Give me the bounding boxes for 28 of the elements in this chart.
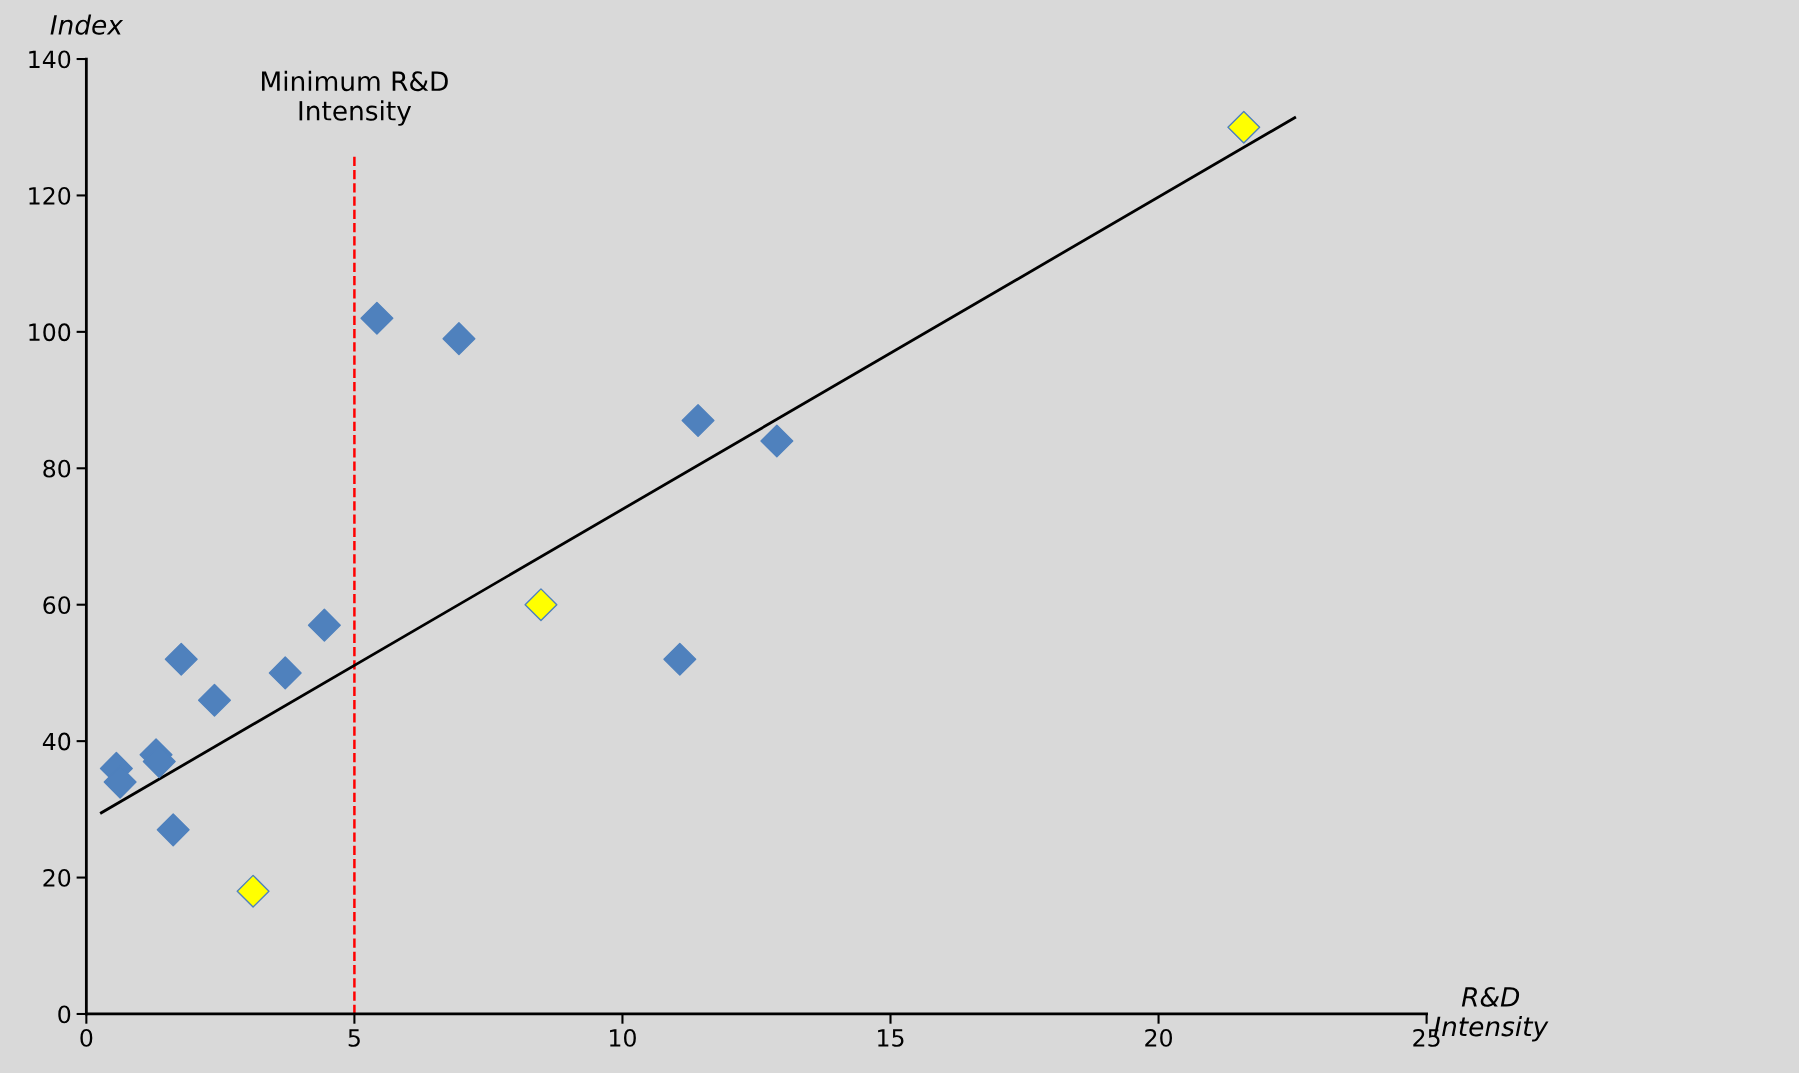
point (268, 656, 302, 690)
point (197, 683, 232, 717)
point (236, 874, 270, 908)
point (681, 404, 715, 438)
x-tick-label: 0 (80, 1028, 93, 1047)
ref-line-label: Minimum R&D Intensity (262, 70, 448, 126)
point (524, 588, 558, 622)
y-tick-label: 80 (43, 459, 71, 478)
y-axis-title: Index (50, 14, 124, 35)
x-tick-label: 20 (1145, 1028, 1173, 1047)
point (1227, 110, 1261, 144)
x-tick-label: 10 (610, 1028, 636, 1047)
point (442, 322, 476, 356)
point (164, 642, 198, 676)
point (360, 301, 394, 335)
x-tick-label: 15 (878, 1029, 904, 1047)
y-tick-label: 0 (58, 1005, 71, 1024)
point (156, 813, 190, 847)
x-tick-label: 5 (348, 1029, 360, 1047)
y-tick-label: 20 (43, 869, 71, 887)
y-tick-label: 120 (29, 186, 71, 205)
y-tick-label: 100 (29, 323, 71, 342)
point (663, 642, 697, 676)
y-tick-label: 140 (29, 50, 71, 69)
y-tick-label: 60 (43, 596, 71, 615)
point (307, 608, 341, 642)
y-tick-label: 40 (42, 732, 71, 751)
point (760, 424, 794, 458)
